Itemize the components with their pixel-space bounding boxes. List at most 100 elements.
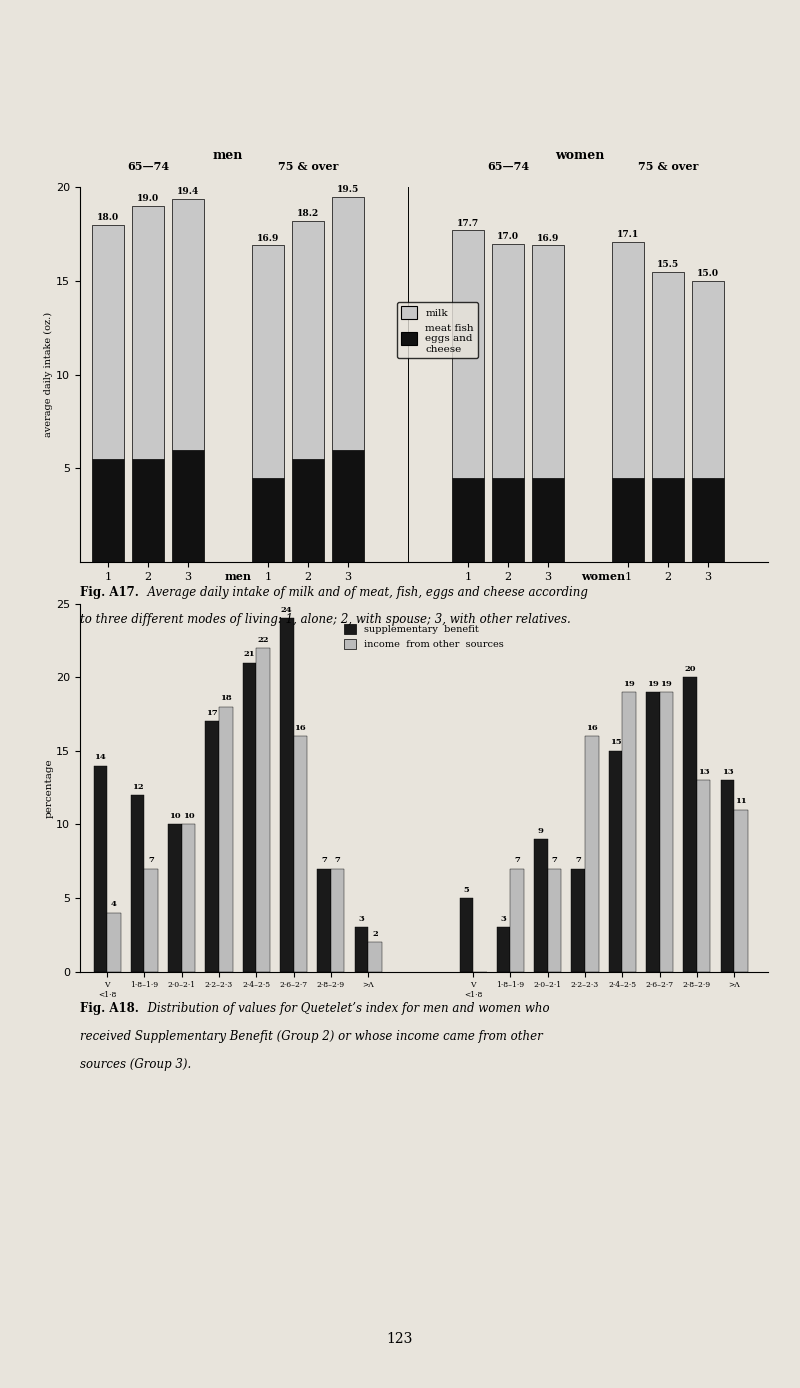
Bar <box>459 898 473 972</box>
Bar <box>692 280 724 477</box>
Y-axis label: percentage: percentage <box>44 758 54 818</box>
Bar <box>609 751 622 972</box>
Bar <box>734 809 748 972</box>
Text: 16.9: 16.9 <box>537 233 559 243</box>
Text: men: men <box>213 150 243 162</box>
Text: 3: 3 <box>358 915 364 923</box>
Text: 12: 12 <box>132 783 143 791</box>
Bar <box>206 722 219 972</box>
Text: 10: 10 <box>169 812 181 820</box>
Bar <box>132 459 164 562</box>
Bar <box>252 246 284 477</box>
Text: 17.1: 17.1 <box>617 230 639 239</box>
Y-axis label: average daily intake (oz.): average daily intake (oz.) <box>44 312 54 437</box>
Text: 19: 19 <box>661 680 672 687</box>
Bar <box>168 824 182 972</box>
Bar <box>721 780 734 972</box>
Text: 15.5: 15.5 <box>657 260 679 269</box>
Text: 18: 18 <box>220 694 232 702</box>
Bar <box>332 197 364 450</box>
Text: Average daily intake of milk and of meat, fish, eggs and cheese according: Average daily intake of milk and of meat… <box>140 586 588 598</box>
Bar <box>652 477 684 562</box>
Bar <box>646 693 659 972</box>
Bar <box>612 477 644 562</box>
Text: men: men <box>224 570 251 582</box>
Text: 24: 24 <box>281 607 293 613</box>
Bar <box>256 648 270 972</box>
Text: sources (Group 3).: sources (Group 3). <box>80 1058 191 1070</box>
Bar <box>92 225 124 459</box>
Text: 16.9: 16.9 <box>257 233 279 243</box>
Bar <box>172 450 204 562</box>
Bar <box>318 869 330 972</box>
Bar <box>659 693 673 972</box>
Text: 19: 19 <box>623 680 635 687</box>
Bar <box>132 207 164 459</box>
Text: Fig. A17.: Fig. A17. <box>80 586 139 598</box>
Text: Distribution of values for Quetelet’s index for men and women who: Distribution of values for Quetelet’s in… <box>140 1002 550 1015</box>
Text: 19.0: 19.0 <box>137 194 159 203</box>
Text: 3: 3 <box>501 915 506 923</box>
Text: received Supplementary Benefit (Group 2) or whose income came from other: received Supplementary Benefit (Group 2)… <box>80 1030 542 1042</box>
Bar <box>585 736 598 972</box>
Text: to three different modes of living: 1, alone; 2, with spouse; 3, with other rela: to three different modes of living: 1, a… <box>80 613 570 626</box>
Bar <box>252 477 284 562</box>
Text: 18.2: 18.2 <box>297 210 319 218</box>
Text: 4: 4 <box>111 901 117 908</box>
Bar <box>330 869 344 972</box>
Bar <box>497 927 510 972</box>
Text: women: women <box>582 570 626 582</box>
Bar <box>292 459 324 562</box>
Text: 65—74: 65—74 <box>487 161 529 172</box>
Text: 14: 14 <box>94 754 106 761</box>
Text: 17.7: 17.7 <box>457 219 479 228</box>
Bar <box>492 477 524 562</box>
Bar <box>612 242 644 477</box>
Text: 7: 7 <box>551 856 558 865</box>
Bar <box>294 736 307 972</box>
Text: 7: 7 <box>575 856 581 865</box>
Bar <box>131 795 144 972</box>
Bar <box>532 246 564 477</box>
Bar <box>94 766 107 972</box>
Text: 7: 7 <box>148 856 154 865</box>
Text: Fig. A17.  Average daily intake of milk and of meat, fish, eggs and cheese accor: Fig. A17. Average daily intake of milk a… <box>80 586 582 613</box>
Bar <box>368 942 382 972</box>
Bar <box>510 869 524 972</box>
Text: 17.0: 17.0 <box>497 232 519 240</box>
Text: 9: 9 <box>538 827 544 834</box>
Text: 13: 13 <box>722 768 733 776</box>
Text: 19: 19 <box>647 680 658 687</box>
Bar <box>697 780 710 972</box>
Text: 16: 16 <box>586 723 598 731</box>
Text: Fig. A18.: Fig. A18. <box>80 1002 139 1015</box>
Text: 13: 13 <box>698 768 710 776</box>
Text: 11: 11 <box>735 797 746 805</box>
Bar <box>280 619 294 972</box>
Text: 16: 16 <box>294 723 306 731</box>
Text: 75 & over: 75 & over <box>278 161 338 172</box>
Bar <box>452 477 484 562</box>
Text: 21: 21 <box>244 650 255 658</box>
Bar <box>622 693 636 972</box>
Text: 19.4: 19.4 <box>177 187 199 196</box>
Bar <box>332 450 364 562</box>
Text: 22: 22 <box>258 636 269 644</box>
Text: 7: 7 <box>334 856 341 865</box>
Bar <box>548 869 562 972</box>
Bar <box>292 221 324 459</box>
Bar <box>219 706 233 972</box>
Text: 15: 15 <box>610 738 622 747</box>
Text: 18.0: 18.0 <box>97 212 119 222</box>
Text: women: women <box>555 150 605 162</box>
Text: 17: 17 <box>206 709 218 718</box>
Legend: milk, meat fish
eggs and
cheese: milk, meat fish eggs and cheese <box>398 301 478 358</box>
Bar <box>144 869 158 972</box>
Text: 65—74: 65—74 <box>127 161 169 172</box>
Legend: supplementary  benefit, income  from other  sources: supplementary benefit, income from other… <box>341 619 507 652</box>
Text: 75 & over: 75 & over <box>638 161 698 172</box>
Text: 7: 7 <box>321 856 327 865</box>
Bar <box>182 824 195 972</box>
Text: 19.5: 19.5 <box>337 185 359 194</box>
Bar <box>571 869 585 972</box>
